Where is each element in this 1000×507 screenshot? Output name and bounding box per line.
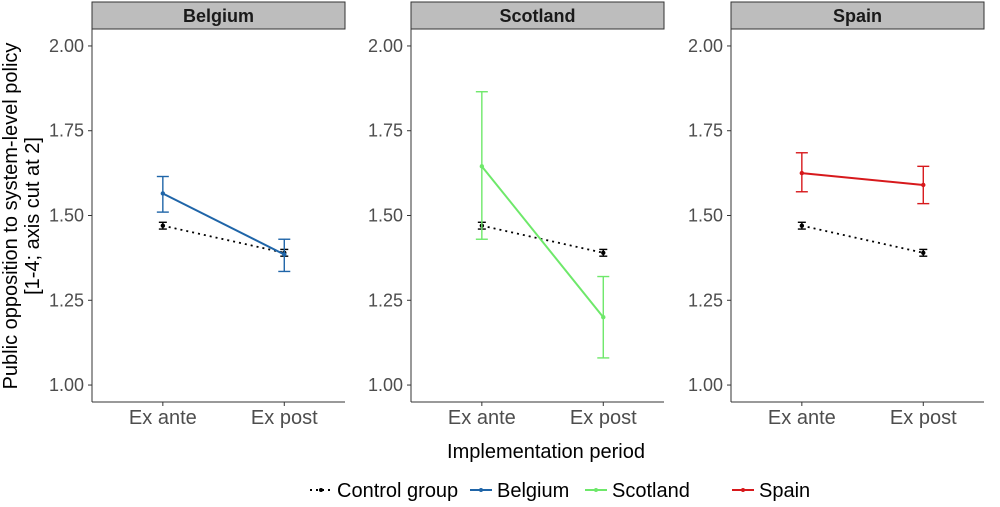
y-tick-label-scotland-2: 1.50 xyxy=(368,206,403,226)
series-line-spain-control-group xyxy=(801,224,924,254)
point-belgium-belgium-0 xyxy=(160,191,166,196)
y-tick-label-spain-3: 1.75 xyxy=(688,121,723,141)
y-tick-label-belgium-0: 1.00 xyxy=(49,375,84,395)
series-line-scotland-control-group xyxy=(481,224,604,254)
y-tick-label-spain-0: 1.00 xyxy=(688,375,723,395)
legend: Control group Belgium Scotland Spain xyxy=(310,480,810,502)
strip-scotland xyxy=(410,1,665,30)
point-scotland-scotland-1 xyxy=(601,315,606,320)
y-tick-label-spain-4: 2.00 xyxy=(688,36,723,56)
strip-spain xyxy=(730,1,985,30)
series-spain-spain xyxy=(795,152,930,205)
series-line-belgium-belgium xyxy=(162,192,285,256)
y-tick-label-belgium-4: 2.00 xyxy=(49,36,84,56)
legend-key-point-control-group xyxy=(319,488,323,492)
series-line-spain-spain xyxy=(801,172,924,186)
y-tick-label-scotland-0: 1.00 xyxy=(368,375,403,395)
x-tick-label-spain-1: Ex post xyxy=(890,407,957,429)
y-tick-label-scotland-1: 1.25 xyxy=(368,290,403,310)
series-line-belgium-control-group xyxy=(162,224,285,254)
panel-spain: Spain 1.00 1.25 1.50 1.75 2.00 Ex ante Ex post xyxy=(688,1,985,429)
strip-belgium xyxy=(91,1,346,30)
x-axis-title: Implementation period xyxy=(447,441,645,463)
series-belgium-control-group xyxy=(158,221,289,257)
y-tick-label-belgium-3: 1.75 xyxy=(49,121,84,141)
series-spain-control-group xyxy=(797,221,928,257)
y-tick-label-scotland-3: 1.75 xyxy=(368,121,403,141)
strip-title-spain: Spain xyxy=(833,6,882,26)
legend-label-scotland: Scotland xyxy=(612,480,690,502)
series-belgium-belgium xyxy=(156,175,291,273)
panel-scotland: Scotland 1.00 1.25 1.50 1.75 2.00 Ex ante Ex po… xyxy=(368,1,665,429)
point-belgium-control-group-0 xyxy=(160,223,166,228)
y-tick-label-belgium-2: 1.50 xyxy=(49,206,84,226)
legend-label-control-group: Control group xyxy=(337,480,458,502)
x-tick-label-scotland-1: Ex post xyxy=(570,407,637,429)
series-scotland-control-group xyxy=(477,221,608,257)
panel-belgium: Belgium 1.00 1.25 1.50 1.75 2.00 Ex ante Ex pos… xyxy=(49,1,346,429)
y-axis-title-line-1: Public opposition to system-level policy xyxy=(0,43,22,390)
x-tick-label-belgium-1: Ex post xyxy=(251,407,318,429)
legend-label-spain: Spain xyxy=(759,480,810,502)
legend-label-belgium: Belgium xyxy=(497,480,569,502)
y-tick-label-spain-1: 1.25 xyxy=(688,290,723,310)
strip-title-scotland: Scotland xyxy=(499,6,575,26)
legend-key-point-belgium xyxy=(479,488,483,492)
y-axis-title-line-2: [1-4; axis cut at 2] xyxy=(22,137,44,295)
y-tick-label-scotland-4: 2.00 xyxy=(368,36,403,56)
point-spain-control-group-0 xyxy=(799,223,805,228)
x-tick-label-spain-0: Ex ante xyxy=(768,407,836,429)
point-spain-spain-1 xyxy=(921,182,926,188)
x-tick-label-scotland-0: Ex ante xyxy=(448,407,516,429)
point-spain-control-group-1 xyxy=(921,250,926,255)
point-scotland-scotland-0 xyxy=(479,164,485,169)
y-tick-label-belgium-1: 1.25 xyxy=(49,290,84,310)
series-scotland-scotland xyxy=(475,91,610,359)
series-line-scotland-scotland xyxy=(481,165,605,318)
point-belgium-belgium-1 xyxy=(282,252,287,257)
strip-title-belgium: Belgium xyxy=(183,6,254,26)
legend-key-point-spain xyxy=(741,488,745,492)
x-tick-label-belgium-0: Ex ante xyxy=(129,407,197,429)
point-scotland-control-group-1 xyxy=(601,250,606,255)
legend-key-point-scotland xyxy=(594,488,598,492)
y-tick-label-spain-2: 1.50 xyxy=(688,206,723,226)
point-spain-spain-0 xyxy=(799,170,805,176)
